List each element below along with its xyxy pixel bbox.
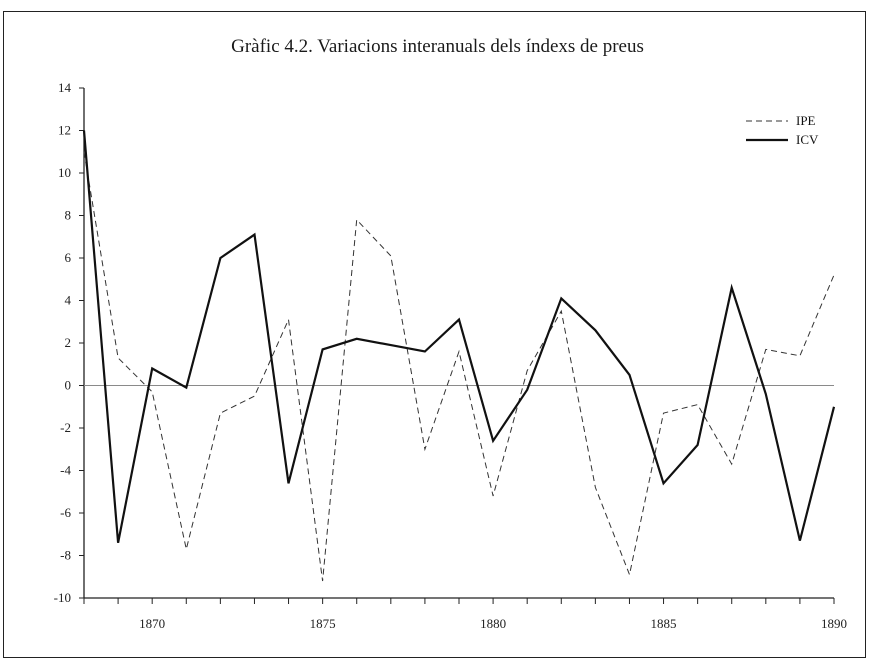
y-tick-label: 12 bbox=[58, 123, 71, 138]
y-tick-label: 4 bbox=[65, 293, 72, 308]
series-line-ipe bbox=[83, 151, 835, 582]
legend-label-icv: ICV bbox=[796, 132, 819, 147]
x-tick-label: 1875 bbox=[310, 616, 336, 631]
y-tick-label: 10 bbox=[58, 165, 71, 180]
x-tick-label: 1880 bbox=[480, 616, 506, 631]
x-tick-label: 1885 bbox=[651, 616, 677, 631]
y-tick-label: -8 bbox=[60, 548, 71, 563]
chart-title: Gràfic 4.2. Variacions interanuals dels … bbox=[231, 36, 644, 57]
series-line-icv bbox=[82, 130, 836, 544]
legend: IPE ICV bbox=[746, 113, 819, 147]
legend-label-ipe: IPE bbox=[796, 113, 816, 128]
series-group bbox=[82, 130, 836, 582]
y-tick-label: -4 bbox=[60, 463, 71, 478]
y-tick-label: -10 bbox=[54, 590, 71, 605]
y-tick-label: 0 bbox=[65, 378, 72, 393]
x-tick-label: 1890 bbox=[821, 616, 847, 631]
y-tick-label: 6 bbox=[65, 250, 72, 265]
y-tick-label: 8 bbox=[65, 208, 72, 223]
tick-labels: 14 12 10 8 6 4 2 0 -2 -4 -6 -8 -10 1870 1875 1880 1885 18… bbox=[54, 80, 847, 631]
x-tick-label: 1870 bbox=[139, 616, 165, 631]
axes bbox=[79, 87, 835, 604]
y-tick-label: 14 bbox=[58, 80, 72, 95]
y-tick-label: -2 bbox=[60, 420, 71, 435]
y-tick-label: -6 bbox=[60, 505, 71, 520]
y-tick-label: 2 bbox=[65, 335, 72, 350]
